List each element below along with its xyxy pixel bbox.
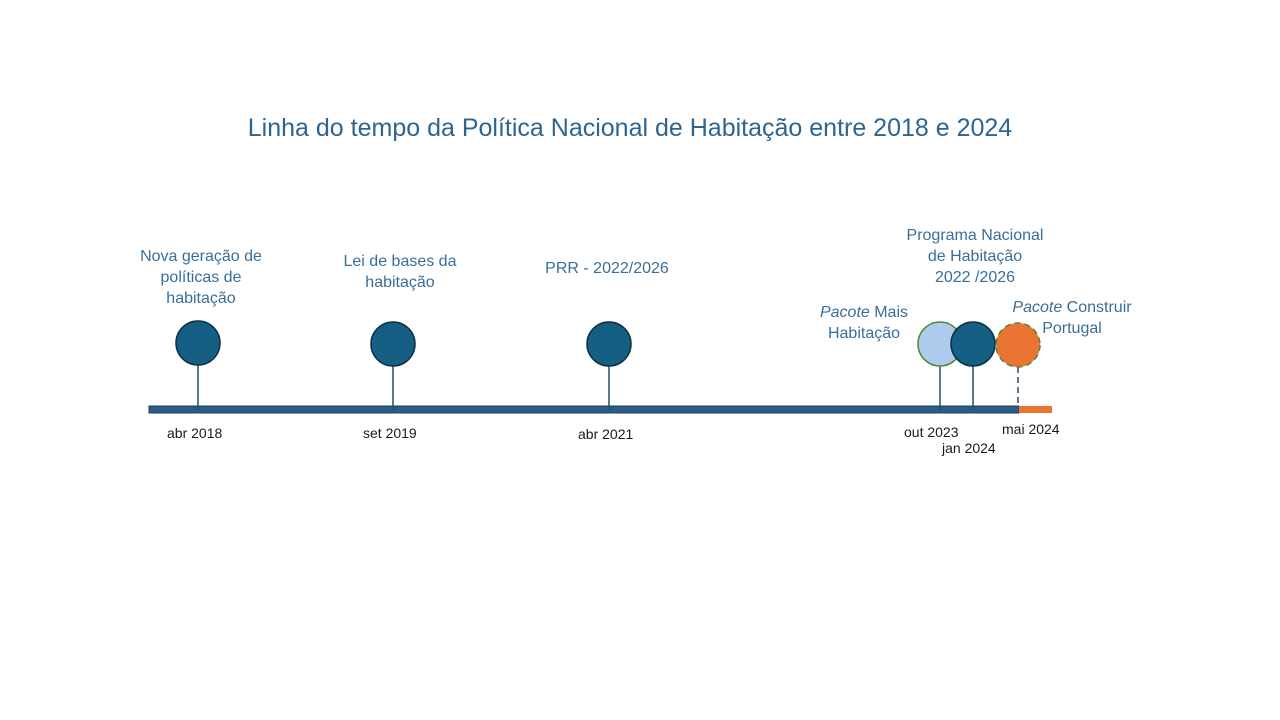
marker-set-2019 <box>370 321 416 367</box>
event-label-line: Programa Nacional <box>906 227 1044 244</box>
marker-abr-2018 <box>175 320 221 366</box>
event-label-line: Nova geração de <box>140 248 262 265</box>
event-label-line: Habitação <box>827 325 901 342</box>
event-label-jan-2024: Programa Nacional de Habitação 2022 /202… <box>890 225 1060 288</box>
page-title: Linha do tempo da Política Nacional de H… <box>247 114 1013 142</box>
date-set-2019: set 2019 <box>363 425 417 441</box>
event-label-line: de Habitação <box>927 248 1023 265</box>
date-abr-2018: abr 2018 <box>167 425 223 441</box>
event-label-mai-2024: Pacote Construir Portugal <box>1000 297 1144 339</box>
date-mai-2024: mai 2024 <box>1002 421 1060 437</box>
event-label-line: políticas de <box>160 269 242 286</box>
event-label-line: Pacote Construir <box>1000 297 1144 318</box>
event-label-abr-2021: PRR - 2022/2026 <box>527 258 687 279</box>
event-label-line: Portugal <box>1042 320 1102 337</box>
timeline-axis-future <box>1019 406 1052 413</box>
marker-abr-2021 <box>586 321 632 367</box>
marker-mai-2024 <box>995 322 1041 368</box>
event-label-rest: Construir <box>1062 299 1132 316</box>
event-label-out-2023: Pacote Mais Habitação <box>804 302 924 344</box>
date-abr-2021: abr 2021 <box>578 426 634 442</box>
marker-jan-2024 <box>950 321 996 367</box>
date-jan-2024: jan 2024 <box>942 440 996 456</box>
event-label-italic: Pacote <box>1012 299 1063 316</box>
event-label-italic: Pacote <box>819 304 870 321</box>
timeline-axis <box>148 405 1020 414</box>
event-label-rest: Mais <box>869 304 909 321</box>
event-label-line: habitação <box>365 274 435 291</box>
event-label-line: Pacote Mais <box>804 302 924 323</box>
event-label-abr-2018: Nova geração de políticas de habitação <box>126 246 276 309</box>
date-out-2023: out 2023 <box>904 424 959 440</box>
event-label-line: 2022 /2026 <box>934 269 1016 286</box>
event-label-line: PRR - 2022/2026 <box>545 260 669 277</box>
event-label-line: Lei de bases da <box>343 253 457 270</box>
event-label-line: habitação <box>166 290 236 307</box>
event-label-set-2019: Lei de bases da habitação <box>325 251 475 293</box>
